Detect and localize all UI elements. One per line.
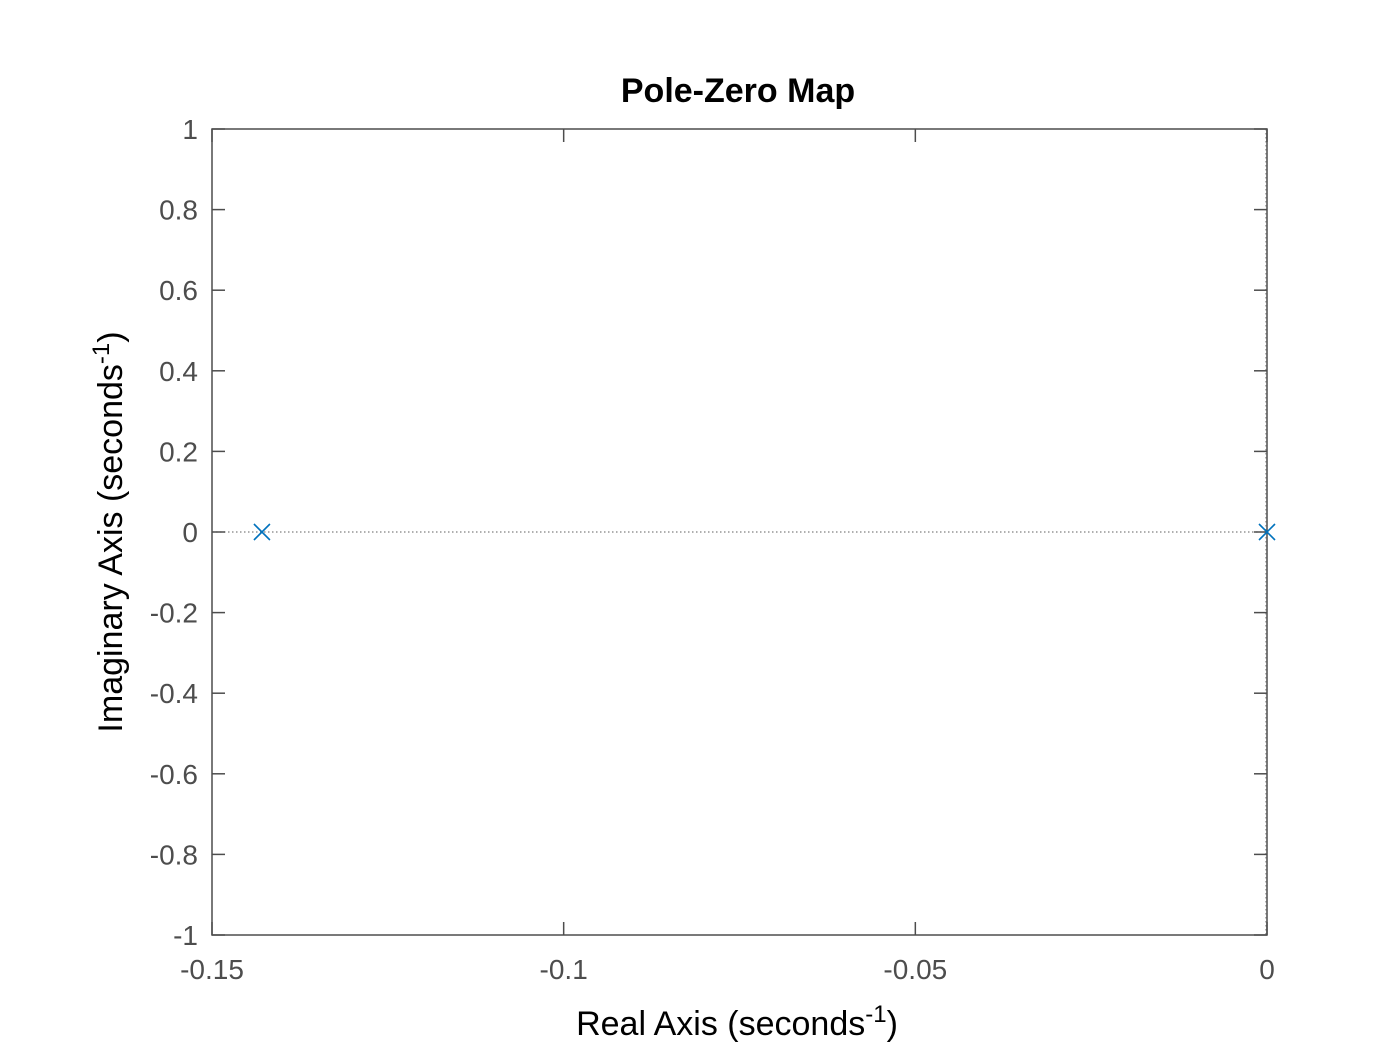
pole-marker — [1258, 523, 1276, 541]
pole-marker-stroke — [253, 523, 271, 541]
y-tick-label: 0.4 — [159, 356, 198, 387]
x-tick-label: -0.15 — [180, 954, 244, 985]
x-tick-label: -0.05 — [883, 954, 947, 985]
y-tick-label: -1 — [173, 920, 198, 951]
y-axis-label-text: Imaginary Axis (seconds — [92, 364, 130, 733]
y-tick-label: 0 — [182, 517, 198, 548]
chart-title: Pole-Zero Map — [621, 72, 855, 110]
y-tick-label: 0.2 — [159, 436, 198, 467]
plot-area: -0.15 -0.1 -0.05 0 1 0.8 0.6 0.4 0.2 0 -0.2 -0.4 -0.… — [150, 114, 1276, 985]
y-tick-label: 1 — [182, 114, 198, 145]
y-axis-label: Imaginary Axis (seconds-1) — [88, 331, 131, 732]
y-tick-label: 0.6 — [159, 275, 198, 306]
y-tick-label: -0.6 — [150, 759, 198, 790]
y-axis-label-suffix: ) — [92, 331, 130, 342]
x-axis-label-text: Real Axis (seconds — [576, 1005, 865, 1043]
x-axis-label-superscript: -1 — [865, 1001, 886, 1028]
x-axis-label-suffix: ) — [887, 1005, 898, 1043]
y-tick-label: 0.8 — [159, 195, 198, 226]
x-tick-label: -0.1 — [540, 954, 588, 985]
x-axis-label: Real Axis (seconds-1) — [576, 1001, 898, 1044]
y-tick-label: -0.2 — [150, 598, 198, 629]
y-axis-label-superscript: -1 — [88, 343, 115, 364]
y-tick-label: -0.4 — [150, 678, 198, 709]
x-tick-label: 0 — [1259, 954, 1275, 985]
pole-marker — [253, 523, 271, 541]
pole-marker-stroke — [1258, 523, 1276, 541]
y-tick-label: -0.8 — [150, 839, 198, 870]
